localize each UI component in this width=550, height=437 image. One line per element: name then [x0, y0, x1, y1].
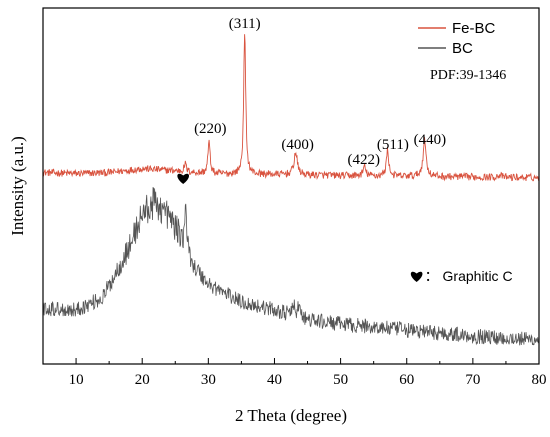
series-line-fe-bc [42, 34, 540, 182]
x-tick-label: 40 [267, 372, 282, 388]
legend-note: PDF:39-1346 [430, 68, 506, 83]
heart-icon [177, 173, 190, 184]
annotation-graphitic-c: ： Graphitic C [425, 268, 513, 284]
plot-frame [42, 7, 540, 365]
peak-label: (440) [414, 132, 447, 148]
x-tick-label: 10 [69, 372, 84, 388]
x-axis-title: 2 Theta (degree) [235, 406, 347, 425]
peak-label: (220) [194, 121, 227, 137]
legend: Fe-BC BC PDF:39-1346 [418, 20, 506, 83]
x-tick-label: 70 [465, 372, 480, 388]
heart-icon [410, 271, 423, 282]
legend-entry: Fe-BC [452, 20, 496, 37]
legend-entry: BC [452, 40, 473, 57]
plot-area [42, 34, 540, 346]
series-line-bc [42, 187, 540, 346]
peak-label: (422) [347, 152, 380, 168]
x-tick-label: 60 [399, 372, 414, 388]
peak-labels: (220) (311) (400) (422)(511) (440) ： Graphiti… [177, 16, 513, 284]
x-tick-label: 30 [201, 372, 216, 388]
y-axis-title: Intensity (a.u.) [8, 136, 27, 236]
axes: 10 20 30 40 50 60 70 80 [42, 358, 547, 388]
peak-label: (311) [229, 16, 261, 32]
x-tick-label: 20 [135, 372, 150, 388]
peak-label: (511) [377, 137, 409, 153]
x-tick-label: 80 [532, 372, 547, 388]
x-tick-label: 50 [333, 372, 348, 388]
peak-label: (400) [281, 137, 314, 153]
